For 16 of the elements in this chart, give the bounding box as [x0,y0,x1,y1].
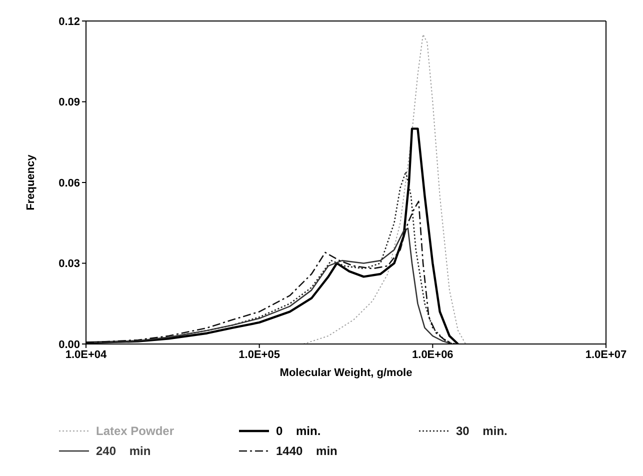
y-tick-label: 0.12 [58,16,80,28]
y-axis-title: Frequency [24,154,37,210]
x-tick-label: 1.0E+07 [585,348,627,361]
y-tick-label: 0.00 [58,338,80,351]
legend-label: 30 min. [456,424,508,438]
legend-label: Latex Powder [96,424,174,438]
y-tick-label: 0.09 [58,96,80,109]
y-tick-label: 0.06 [58,177,80,190]
legend-label: 240 min [96,444,151,458]
x-tick-label: 1.0E+05 [238,348,280,361]
y-tick-label: 0.03 [58,258,80,270]
x-tick-label: 1.0E+06 [412,348,454,361]
x-axis-title: Molecular Weight, g/mole [280,367,412,379]
x-tick-label: 1.0E+04 [65,348,108,361]
legend-label: 1440 min [276,444,338,458]
legend-label: 0 min. [276,424,321,438]
